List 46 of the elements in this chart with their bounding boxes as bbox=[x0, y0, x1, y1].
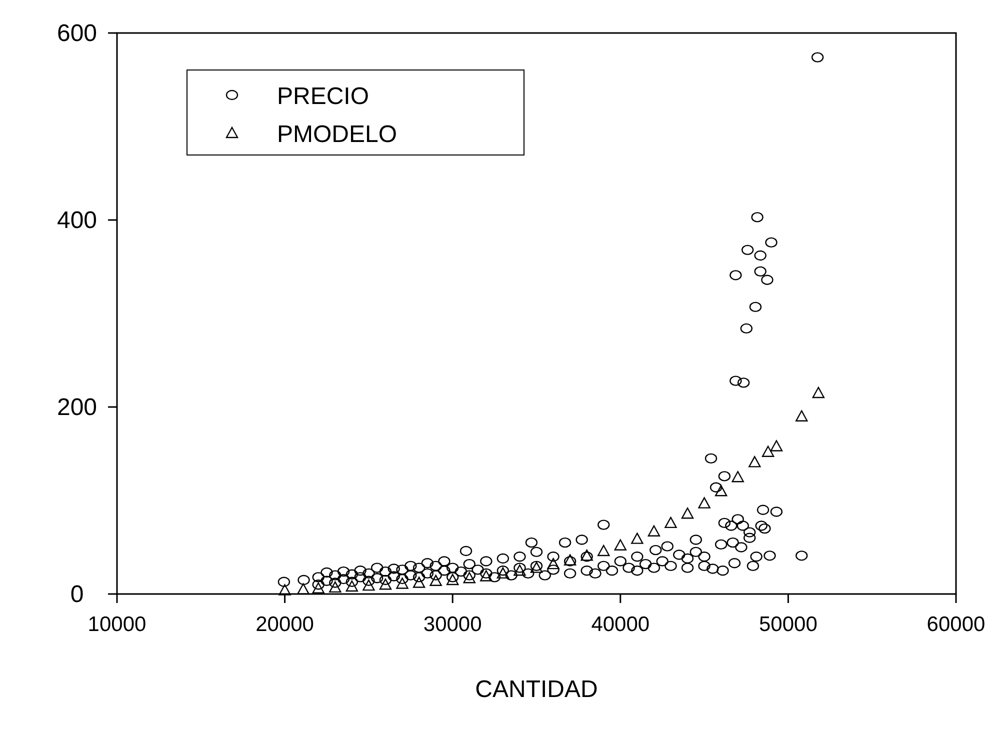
y-tick-label: 200 bbox=[56, 394, 98, 421]
y-tick-label: 0 bbox=[70, 581, 84, 608]
y-tick-label: 600 bbox=[56, 20, 98, 47]
point bbox=[362, 579, 375, 591]
point bbox=[312, 582, 324, 594]
point bbox=[463, 572, 476, 584]
point bbox=[614, 539, 626, 550]
point bbox=[446, 574, 459, 586]
x-tick-label: 30000 bbox=[423, 613, 482, 636]
legend-label: PMODELO bbox=[277, 121, 398, 148]
x-tick-label: 60000 bbox=[926, 613, 986, 636]
point bbox=[278, 584, 291, 596]
point bbox=[580, 550, 593, 561]
point bbox=[732, 471, 744, 482]
point bbox=[631, 532, 644, 544]
point bbox=[598, 544, 610, 556]
point bbox=[346, 580, 358, 592]
point bbox=[681, 507, 694, 519]
point bbox=[748, 456, 761, 468]
point bbox=[329, 581, 342, 593]
x-tick-label: 40000 bbox=[591, 613, 650, 636]
x-tick-label: 50000 bbox=[758, 613, 818, 636]
point bbox=[714, 485, 728, 496]
x-tick-label: 20000 bbox=[256, 613, 314, 636]
point bbox=[430, 574, 442, 586]
point bbox=[762, 446, 774, 457]
point bbox=[514, 564, 526, 576]
point bbox=[698, 497, 710, 508]
point bbox=[297, 583, 310, 594]
point bbox=[796, 410, 808, 422]
point bbox=[547, 558, 560, 570]
x-tick-label: 10000 bbox=[88, 613, 146, 636]
point bbox=[664, 516, 677, 528]
point bbox=[412, 576, 426, 588]
point bbox=[648, 525, 660, 536]
x-axis-title: CANTIDAD bbox=[475, 676, 598, 703]
point bbox=[496, 567, 510, 579]
point bbox=[379, 578, 392, 590]
point bbox=[396, 578, 408, 589]
y-tick-label: 400 bbox=[56, 207, 98, 234]
point bbox=[770, 440, 783, 452]
point bbox=[564, 554, 576, 566]
point bbox=[480, 570, 492, 582]
point bbox=[812, 386, 825, 398]
legend-label: PRECIO bbox=[277, 83, 370, 110]
point bbox=[530, 562, 543, 573]
